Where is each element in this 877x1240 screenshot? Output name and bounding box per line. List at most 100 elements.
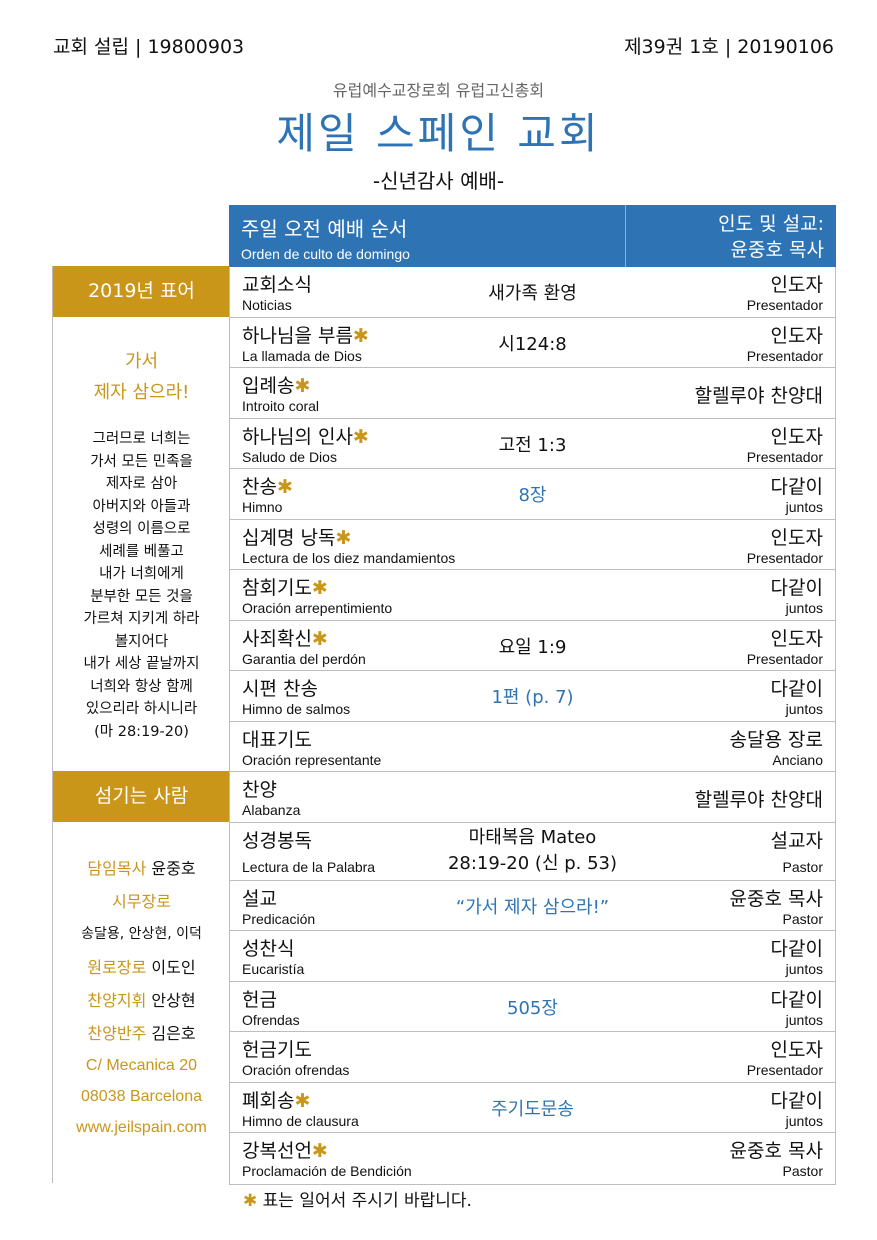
presenter-es: juntos (785, 961, 823, 977)
order-row: 찬양 Alabanza 할렐루야 찬양대 (230, 772, 835, 823)
item-name-es: La llamada de Dios (242, 347, 362, 364)
item-name-ko: 찬양 (242, 779, 277, 801)
presenter-es: juntos (785, 600, 823, 616)
item-detail: 주기도문송 (491, 1098, 574, 1120)
order-row: 참회기도✱ Oración arrepentimiento 다같이 juntos (230, 570, 835, 621)
presenter-ko: 인도자 (770, 526, 823, 549)
item-name-es: Lectura de los diez mandamientos (242, 549, 456, 566)
header-divider (625, 205, 626, 267)
item-detail: 요일 1:9 (498, 636, 567, 658)
presenter-ko: 다같이 (770, 476, 823, 498)
order-row: 십계명 낭독✱ Lectura de los diez mandamientos 인… (230, 520, 835, 570)
presenter-ko: 인도자 (770, 274, 823, 296)
organization-name: 유럽예수교장로회 유럽고신총회 (332, 81, 545, 100)
order-row: 대표기도 Oración representante 송달용 장로 Anciano (230, 722, 835, 772)
order-row: 하나님을 부름✱ La llamada de Dios 시124:8 인도자 Prese… (230, 318, 835, 368)
item-name-es: Garantia del perdón (242, 650, 366, 667)
presenter-es: juntos (785, 1011, 823, 1028)
founding-info: 교회 설립 | 19800903 (53, 36, 245, 58)
item-detail: 1편 (p. 7) (491, 687, 574, 708)
footnote-text: 표는 일어서 주시기 바랍니다. (262, 1191, 472, 1211)
presenter-ko: 할렐루야 찬양대 (694, 385, 823, 407)
presenter-ko: 인도자 (770, 324, 823, 347)
presenter-es: juntos (785, 701, 823, 717)
star-icon: ✱ (294, 375, 311, 397)
item-name-ko: 참회기도✱ (242, 577, 328, 599)
senior-pastor: 담임목사 윤중호 (87, 859, 196, 878)
presenter-ko: 다같이 (770, 988, 823, 1011)
issue-info: 제39권 1호 | 20190106 (624, 36, 834, 58)
order-row: 사죄확신✱ Garantia del perdón 요일 1:9 인도자 Present… (230, 621, 835, 671)
retired-elder: 원로장로 이도인 (87, 958, 196, 977)
item-name-ko: 입례송✱ (242, 375, 311, 397)
presenter-ko: 인도자 (770, 1039, 823, 1061)
presenter-ko: 다같이 (770, 577, 823, 599)
order-header: 주일 오전 예배 순서 Orden de culto de domingo 인도… (229, 205, 836, 267)
item-name-es: Introito coral (242, 398, 320, 414)
item-name-ko: 성찬식 (242, 938, 295, 960)
star-icon: ✱ (352, 425, 369, 448)
item-name-es: Proclamación de Bendición (242, 1163, 412, 1179)
leader-label: 인도 및 설교: (718, 213, 824, 235)
presenter-ko: 송달용 장로 (729, 728, 823, 751)
item-name-es: Oración ofrendas (242, 1062, 350, 1078)
scripture-verse: 그러므로 너희는 가서 모든 민족을 제자로 삼아 아버지와 아들과 성령의 이름으로 세… (53, 428, 230, 743)
choir-director: 찬양지휘 안상현 (87, 991, 196, 1010)
leader-name: 윤중호 목사 (730, 239, 824, 261)
item-detail: 8장 (518, 485, 547, 506)
verse-line: 너희와 항상 함께 (90, 678, 193, 695)
presenter-es: Pastor (782, 1163, 823, 1179)
item-name-ko: 시편 찬송 (242, 678, 318, 700)
item-name-ko: 하나님을 부름✱ (242, 324, 369, 347)
item-name-ko: 사죄확신✱ (242, 627, 328, 650)
presenter-ko: 다같이 (770, 1089, 823, 1112)
order-title-es: Orden de culto de domingo (241, 246, 410, 262)
presenter-ko: 인도자 (770, 627, 823, 650)
order-row: 성경봉독 Lectura de la Palabra 마태복음 Mateo 28:19… (230, 823, 835, 881)
order-row: 설교 Predicación “가서 제자 삼으라!” 윤중호 목사 Pastor (230, 881, 835, 931)
verse-line: 있으리라 하시니라 (85, 701, 198, 717)
website-link[interactable]: www.jeilspain.com (76, 1119, 207, 1136)
motto-line-2: 제자 삼으라! (93, 382, 190, 403)
item-detail: 새가족 환영 (488, 283, 577, 304)
presenter-es: Presentador (746, 347, 823, 364)
presenter-es: Pastor (782, 910, 823, 927)
order-of-worship: 교회소식 Noticias 새가족 환영 인도자 Presentador 하나님을 부름✱… (229, 267, 836, 1185)
item-name-ko: 하나님의 인사✱ (242, 425, 369, 448)
presenter-ko: 설교자 (770, 829, 823, 852)
item-name-ko: 십계명 낭독✱ (242, 526, 352, 549)
item-name-ko: 찬송✱ (242, 476, 293, 498)
order-row: 시편 찬송 Himno de salmos 1편 (p. 7) 다같이 juntos (230, 671, 835, 722)
address-street: C/ Mecanica 20 (85, 1057, 198, 1074)
item-name-es: Himno de salmos (242, 701, 351, 717)
presenter-ko: 다같이 (770, 938, 823, 960)
item-name-es: Ofrendas (242, 1011, 300, 1028)
elders-names: 송달용, 안상현, 이덕 (81, 926, 202, 942)
item-name-ko: 교회소식 (242, 274, 312, 296)
item-name-es: Lectura de la Palabra (242, 858, 376, 875)
servants-list: 담임목사 윤중호 시무장로 송달용, 안상현, 이덕 원로장로 이도인 찬양지휘… (53, 852, 230, 1143)
item-detail: “가서 제자 삼으라!” (455, 896, 610, 918)
item-name-es: Himno (242, 499, 283, 515)
item-name-ko: 폐회송✱ (242, 1089, 311, 1112)
order-title-ko: 주일 오전 예배 순서 (241, 217, 408, 241)
verse-line: 아버지와 아들과 (92, 498, 191, 515)
order-row: 헌금 Ofrendas 505장 다같이 juntos (230, 982, 835, 1032)
item-name-es: Himno de clausura (242, 1112, 359, 1129)
item-detail: 505장 (507, 997, 558, 1019)
sidebar: 2019년 표어 가서 제자 삼으라! 그러므로 너희는 가서 모든 민족을 제자로… (52, 266, 230, 1183)
item-name-es: Oración representante (242, 751, 382, 768)
item-detail: 고전 1:3 (498, 434, 567, 456)
presenter-ko: 윤중호 목사 (729, 887, 823, 910)
verse-line: 내가 세상 끝날까지 (83, 656, 200, 672)
order-row: 강복선언✱ Proclamación de Bendición 윤중호 목사 Past… (230, 1133, 835, 1184)
presenter-es: Presentador (746, 448, 823, 465)
item-detail: 마태복음 Mateo 28:19-20 (신 p. 53) (447, 826, 618, 874)
item-name-ko: 헌금기도 (242, 1039, 312, 1061)
standing-footnote: ✱ 표는 일어서 주시기 바랍니다. (243, 1186, 472, 1211)
presenter-es: Presentador (746, 297, 823, 313)
item-name-ko: 대표기도 (242, 728, 312, 751)
order-row: 헌금기도 Oración ofrendas 인도자 Presentador (230, 1032, 835, 1083)
star-icon: ✱ (294, 1089, 311, 1112)
order-row: 성찬식 Eucaristía 다같이 juntos (230, 931, 835, 982)
